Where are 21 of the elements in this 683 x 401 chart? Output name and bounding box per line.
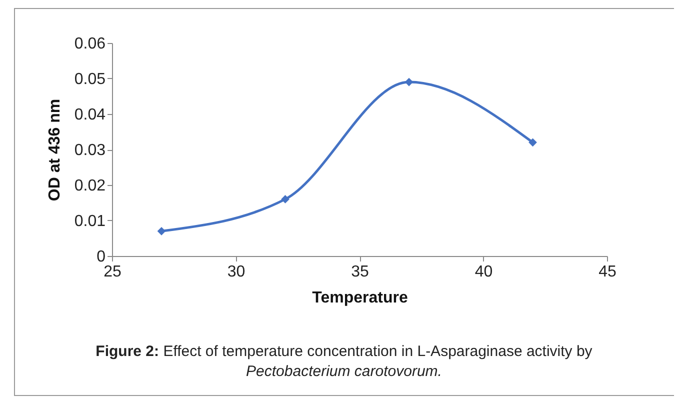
y-tick-label: 0.05 xyxy=(74,71,106,88)
x-tick-label: 35 xyxy=(351,264,369,280)
x-tick-label: 25 xyxy=(104,264,122,280)
y-tick-label: 0.01 xyxy=(74,213,106,230)
point xyxy=(528,138,537,147)
y-axis-title: OD at 436 nm xyxy=(46,98,64,202)
x-tick-label: 45 xyxy=(598,264,616,280)
point xyxy=(157,226,166,236)
text: Effect of temperature concentration in L-Asparaginase activity by xyxy=(163,343,592,360)
y-tick-label: 0 xyxy=(96,248,106,266)
caption: Figure 2: xyxy=(96,343,160,360)
text: Pectobacterium carotovorum. xyxy=(246,363,442,380)
x-axis-title: Temperature xyxy=(312,290,408,306)
point xyxy=(281,195,290,204)
x-tick-label: 30 xyxy=(227,264,246,280)
y-tick-label: 0.02 xyxy=(74,178,106,194)
point xyxy=(404,78,414,86)
y-tick-label: 0.03 xyxy=(74,142,106,159)
y-tick-label: 0.06 xyxy=(74,36,106,52)
y-tick-label: 0.04 xyxy=(74,106,106,124)
x-tick-label: 40 xyxy=(474,264,493,280)
